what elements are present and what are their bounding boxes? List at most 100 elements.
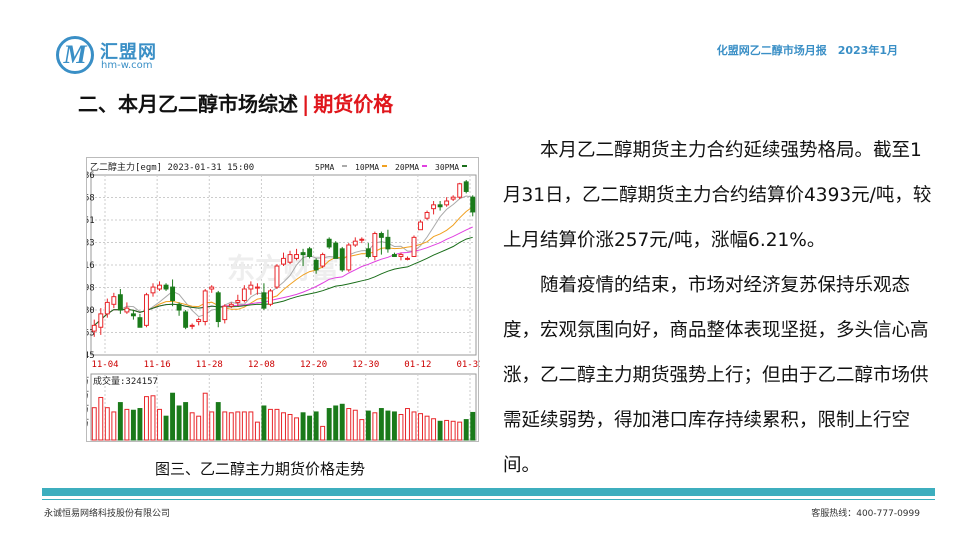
candle-body: [437, 204, 443, 208]
logo: M 汇盟网 hm-w.com: [56, 36, 186, 76]
volume-tick-label: 47.62万: [87, 391, 89, 401]
y-tick-label: 4116: [87, 261, 95, 271]
logo-url: hm-w.com: [101, 60, 153, 71]
volume-bar: [202, 392, 208, 441]
company-name: 永诚恒易网络科技股份有限公司: [44, 509, 171, 519]
volume-bar: [405, 408, 410, 441]
candle-body: [274, 265, 280, 288]
volume-bar: [352, 409, 358, 441]
volume-bar: [378, 408, 384, 441]
volume-bar: [222, 411, 228, 441]
body-text: 本月乙二醇期货主力合约延续强势格局。截至1月31日，乙二醇期货主力合约结算价43…: [503, 128, 935, 488]
volume-bar: [157, 408, 162, 441]
legend-swatch: [342, 165, 347, 167]
candle-body: [189, 324, 195, 327]
volume-bar: [163, 415, 169, 441]
candle-body: [333, 242, 339, 259]
y-tick-label: 4586: [87, 171, 95, 181]
volume-bar: [254, 421, 260, 441]
candle-body: [431, 204, 437, 210]
candle-body: [385, 236, 391, 250]
volume-bar: [104, 407, 110, 441]
candle-body: [372, 233, 378, 257]
x-tick-label: 01-31: [456, 360, 480, 370]
candle-body: [320, 254, 326, 267]
candle-body: [287, 254, 293, 263]
candle-body: [450, 196, 456, 200]
legend-10PMA: 10PMA: [355, 163, 379, 172]
volume-bar: [91, 407, 97, 441]
candle-body: [130, 313, 136, 317]
volume-bar: [137, 408, 143, 441]
candle-body: [378, 233, 384, 238]
chart-svg: 乙二醇主力[egm] 2023-01-31 15:00 5PMA 10PMA 20PM…: [53, 161, 484, 441]
volume-bar: [170, 392, 176, 441]
volume-bar: [124, 408, 130, 441]
candle-body: [339, 248, 345, 271]
volume-bar: [391, 411, 397, 441]
volume-bar: [274, 408, 280, 441]
volume-bar: [241, 411, 247, 441]
candle-body: [326, 238, 332, 248]
candle-body: [215, 292, 221, 323]
candle-body: [248, 284, 254, 290]
legend-30PMA: 30PMA: [435, 163, 459, 172]
volume-bar: [365, 410, 371, 441]
volume-bar: [228, 412, 234, 441]
volume-bar: [444, 419, 450, 441]
candle-body: [196, 319, 202, 323]
candle-body: [391, 254, 397, 257]
x-tick-label: 11-04: [91, 360, 118, 370]
logo-text: 汇盟网: [100, 42, 157, 63]
candle-body: [157, 284, 162, 290]
volume-bar: [437, 420, 443, 441]
volume-bar: [431, 418, 437, 441]
section-subtitle: 期货价格: [313, 92, 394, 116]
volume-bar: [117, 402, 123, 441]
volume-bar: [307, 415, 313, 441]
candle-body: [170, 286, 176, 301]
candle-body: [267, 290, 273, 305]
candle-body: [359, 238, 365, 241]
volume-bar: [450, 420, 456, 441]
legend-5PMA: 5PMA: [315, 163, 334, 172]
volume-bar: [457, 421, 463, 441]
candle-body: [222, 305, 228, 321]
volume-bar: [130, 409, 136, 441]
volume-bar: [294, 417, 300, 441]
volume-bar: [463, 419, 469, 441]
y-tick-label: 3880: [87, 306, 95, 316]
volume-bar: [111, 411, 117, 441]
volume-bar: [287, 413, 293, 441]
volume-bar: [326, 408, 332, 441]
volume-bar: [261, 405, 267, 441]
x-tick-label: 12-08: [248, 360, 275, 370]
candle-body: [98, 313, 104, 328]
candle-body: [209, 286, 215, 290]
candle-body: [313, 259, 319, 271]
candle-body: [405, 257, 410, 260]
candle-body: [352, 240, 358, 246]
x-tick-label: 12-20: [300, 360, 327, 370]
ma-line-5PMA: [93, 195, 473, 326]
chart-caption: 图三、乙二醇主力期货价格走势: [155, 460, 366, 478]
legend-swatch: [382, 165, 387, 167]
footer-bar: [42, 488, 935, 496]
x-tick-label: 11-28: [196, 360, 223, 370]
candle-body: [457, 183, 463, 198]
volume-bar: [424, 415, 430, 441]
candle-body: [137, 317, 143, 328]
legend-swatch: [462, 165, 467, 167]
candle-body: [117, 294, 123, 311]
candle-body: [163, 284, 169, 290]
candle-body: [91, 324, 97, 332]
candle-body: [294, 254, 300, 259]
volume-bar: [385, 410, 391, 441]
candle-body: [424, 211, 430, 219]
candle-body: [365, 248, 371, 257]
volume-bar: [209, 411, 215, 441]
ma-line-10PMA: [93, 206, 473, 326]
footer-divider: [42, 499, 935, 500]
volume-bar: [248, 411, 254, 441]
candle-body: [144, 294, 149, 326]
